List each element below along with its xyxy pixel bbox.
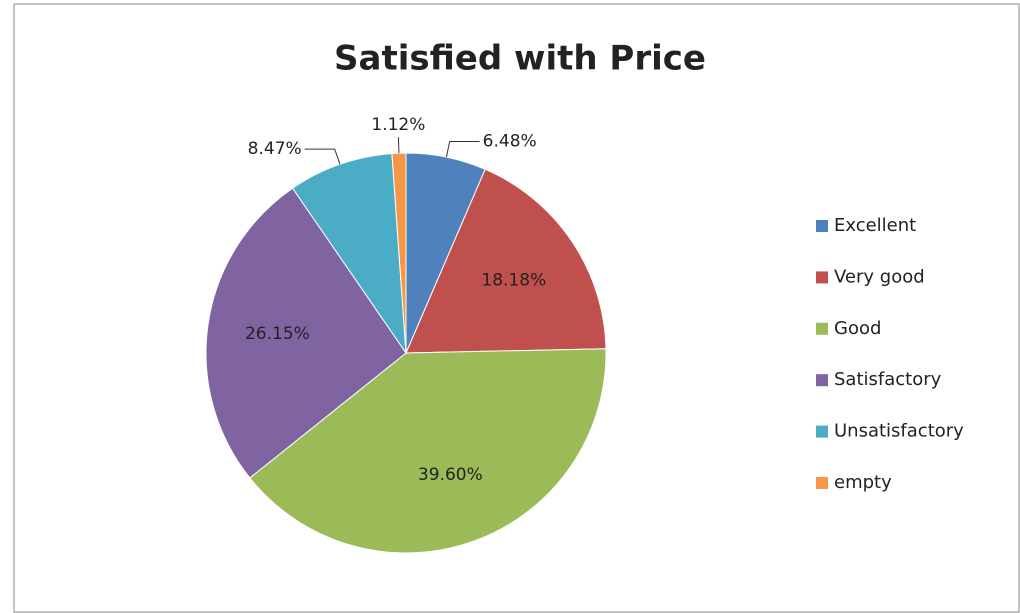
data-label: 8.47% [248,139,302,159]
legend-label: empty [834,472,892,493]
legend-label: Very good [834,266,925,287]
legend-label: Unsatisfactory [834,421,964,442]
data-label: 18.18% [481,270,546,290]
legend-swatch [816,477,828,489]
pie-slice [405,168,607,354]
pie-slice [249,348,607,554]
legend-swatch [816,425,828,438]
legend-label: Good [834,318,881,339]
legend-swatch [816,271,828,284]
leader-line [304,148,341,165]
legend-swatch [816,322,828,335]
leader-line [445,140,480,158]
legend-label: Excellent [834,215,916,236]
chart-title: Satisfied with Price [334,39,706,79]
legend-swatch [816,374,828,387]
legend-label: Satisfactory [834,369,942,390]
data-label: 39.60% [418,465,483,485]
data-label: 6.48% [483,131,537,151]
legend-swatch [816,220,828,232]
data-label: 26.15% [245,324,310,344]
pie-slice [205,187,407,479]
data-label: 1.12% [371,115,425,135]
leader-line [397,137,400,154]
